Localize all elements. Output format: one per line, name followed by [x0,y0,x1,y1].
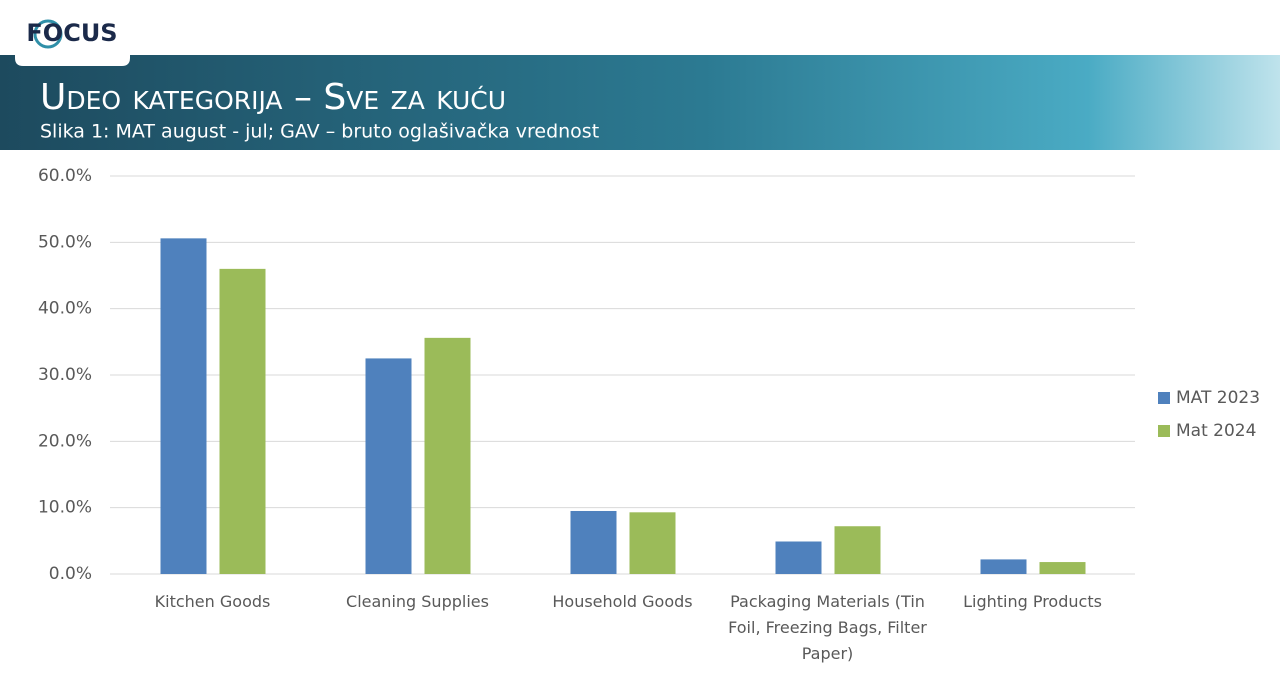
y-tick-label: 0.0% [49,564,92,584]
y-tick-label: 20.0% [38,431,92,451]
legend-swatch [1158,425,1170,437]
bar [219,268,266,574]
x-tick-label: Packaging Materials (Tin Foil, Freezing … [728,592,927,663]
bar [775,541,822,574]
bar [834,526,881,574]
logo: FOCUS [26,19,117,47]
y-tick-label: 10.0% [38,498,92,518]
legend-label: MAT 2023 [1176,388,1260,408]
bar [629,512,676,574]
header-band [0,55,1280,150]
chart-title: Udeo kategorija – Sve za kuću [40,77,506,118]
x-tick-label: Lighting Products [963,592,1102,611]
x-tick-label: Household Goods [552,592,693,611]
bar [365,358,412,574]
legend-label: Mat 2024 [1176,421,1256,441]
bar [1039,562,1086,574]
chart-subtitle: Slika 1: MAT august - jul; GAV – bruto o… [40,121,599,143]
logo-box [15,0,130,66]
y-tick-label: 40.0% [38,299,92,319]
x-tick-label: Cleaning Supplies [346,592,489,611]
y-tick-label: 50.0% [38,232,92,252]
bar [424,337,471,574]
y-tick-label: 60.0% [38,166,92,186]
bar [570,510,617,574]
bar [980,559,1027,574]
logo-ring [33,19,63,49]
bar [160,238,207,574]
legend-swatch [1158,392,1170,404]
x-tick-label: Kitchen Goods [154,592,271,611]
y-tick-label: 30.0% [38,365,92,385]
